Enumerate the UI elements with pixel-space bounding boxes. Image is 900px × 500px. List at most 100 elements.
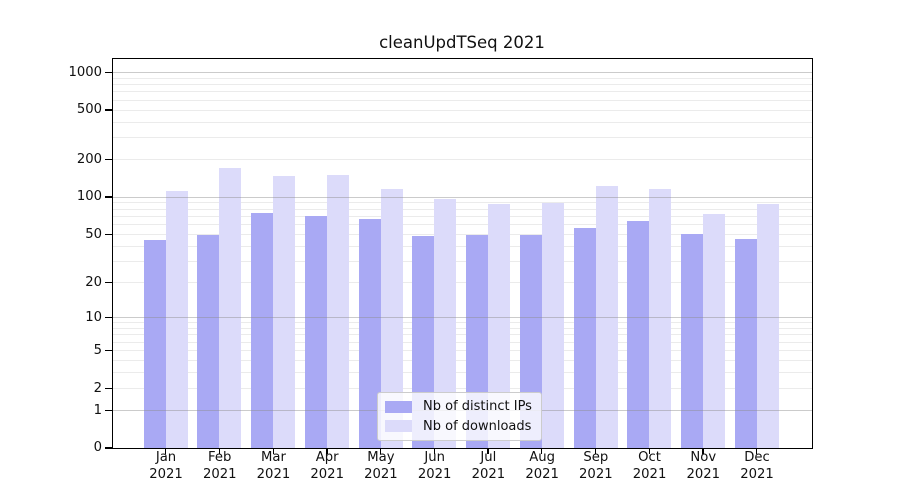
x-tick-label-apr: Apr 2021: [292, 450, 362, 483]
x-tick-label-jun: Jun 2021: [400, 450, 470, 483]
bar-downloads-feb: [219, 168, 242, 448]
legend-item-distinct-ips: Nb of distinct IPs: [385, 397, 532, 417]
y-tick-1000: [104, 71, 112, 74]
y-tick-label-10: 10: [85, 309, 102, 325]
gridline-minor-80: [113, 208, 812, 210]
legend-swatch-distinct-ips: [385, 400, 412, 413]
y-tick-label-0: 0: [93, 440, 102, 456]
x-tick-may: [379, 448, 382, 454]
month-label: Nov: [690, 450, 717, 465]
legend: Nb of distinct IPs Nb of downloads: [377, 392, 542, 441]
legend-label-downloads: Nb of downloads: [423, 418, 532, 434]
legend-item-downloads: Nb of downloads: [385, 417, 532, 437]
gridline-minor-200: [113, 159, 812, 161]
year-label: 2021: [686, 466, 721, 482]
x-tick-oct: [648, 448, 650, 454]
x-tick-label-aug: Aug 2021: [507, 450, 577, 483]
y-tick-label-5: 5: [93, 342, 102, 358]
x-tick-apr: [326, 448, 328, 454]
y-tick-100: [104, 196, 112, 198]
bar-distinct-ips-jan: [143, 239, 166, 448]
y-tick-label-2: 2: [93, 380, 102, 396]
bar-distinct-ips-dec: [734, 238, 757, 448]
bar-downloads-jan: [165, 190, 188, 448]
y-tick-200: [104, 159, 112, 161]
bar-downloads-mar: [273, 176, 296, 448]
y-tick-0: [104, 447, 112, 449]
gridline-minor-300: [113, 137, 812, 139]
x-tick-label-nov: Nov 2021: [668, 450, 738, 483]
y-tick-label-1000: 1000: [68, 64, 102, 80]
x-tick-label-oct: Oct 2021: [615, 450, 685, 483]
chart-title: cleanUpdTSeq 2021: [379, 33, 545, 52]
y-tick-label-20: 20: [85, 274, 102, 290]
bar-downloads-jun: [434, 199, 457, 448]
x-tick-dec: [756, 448, 758, 454]
y-tick-5: [104, 349, 112, 352]
month-label: Jun: [424, 450, 445, 465]
gridline-minor-500: [113, 109, 812, 111]
month-label: Oct: [638, 450, 661, 465]
x-tick-feb: [218, 448, 221, 454]
gridline-minor-50: [113, 233, 812, 235]
y-tick-label-500: 500: [76, 102, 102, 118]
x-tick-label-may: May 2021: [346, 450, 416, 483]
y-tick-20: [104, 281, 112, 284]
gridline-minor-6: [113, 341, 812, 343]
bar-distinct-ips-oct: [627, 221, 650, 448]
x-tick-label-dec: Dec 2021: [722, 450, 792, 483]
month-label: Aug: [529, 450, 555, 465]
y-tick-label-50: 50: [85, 226, 102, 242]
x-tick-sep: [594, 448, 597, 454]
bar-downloads-aug: [541, 202, 564, 448]
x-tick-label-sep: Sep 2021: [561, 450, 631, 483]
y-tick-500: [104, 109, 112, 111]
x-tick-aug: [541, 448, 543, 454]
gridline-major-100: [113, 196, 812, 198]
month-label: Dec: [744, 450, 770, 465]
year-label: 2021: [740, 466, 774, 482]
gridline-minor-900: [113, 77, 812, 79]
month-label: Mar: [261, 450, 286, 465]
gridline-minor-70: [113, 215, 812, 217]
x-tick-jul: [487, 448, 489, 454]
gridline-minor-20: [113, 282, 812, 283]
year-label: 2021: [632, 466, 667, 482]
bar-downloads-oct: [649, 188, 672, 448]
month-label: May: [367, 450, 395, 465]
plot-area: Nb of distinct IPs Nb of downloads: [104, 58, 813, 454]
gridline-minor-4: [113, 360, 812, 362]
bar-distinct-ips-mar: [251, 213, 274, 448]
legend-label-distinct-ips: Nb of distinct IPs: [423, 399, 532, 415]
gridline-minor-600: [113, 99, 812, 101]
y-tick-label-200: 200: [76, 151, 102, 167]
bar-distinct-ips-sep: [573, 228, 596, 448]
year-label: 2021: [364, 466, 398, 482]
gridline-major-10: [113, 317, 812, 319]
x-tick-label-jul: Jul 2021: [453, 450, 523, 483]
gridline-minor-2: [113, 387, 812, 389]
bar-distinct-ips-apr: [304, 215, 327, 448]
gridline-minor-5: [113, 350, 812, 352]
x-tick-label-jan: Jan 2021: [131, 450, 201, 483]
gridline-major-1000: [113, 71, 812, 73]
y-tick-1: [104, 409, 112, 411]
bar-downloads-nov: [703, 214, 725, 448]
y-tick-label-100: 100: [76, 189, 102, 205]
gridline-minor-7: [113, 334, 812, 336]
gridline-minor-9: [113, 322, 812, 324]
y-tick-10: [104, 316, 112, 319]
year-label: 2021: [471, 466, 506, 482]
y-tick-50: [104, 233, 112, 235]
bar-downloads-dec: [756, 203, 779, 448]
x-tick-nov: [702, 448, 704, 454]
year-label: 2021: [525, 466, 559, 482]
month-label: Feb: [208, 450, 232, 465]
month-label: Jul: [480, 450, 497, 465]
bar-downloads-may: [380, 188, 403, 448]
year-label: 2021: [310, 466, 344, 482]
year-label: 2021: [149, 466, 183, 482]
bar-downloads-sep: [595, 186, 618, 448]
x-tick-jan: [165, 448, 167, 454]
